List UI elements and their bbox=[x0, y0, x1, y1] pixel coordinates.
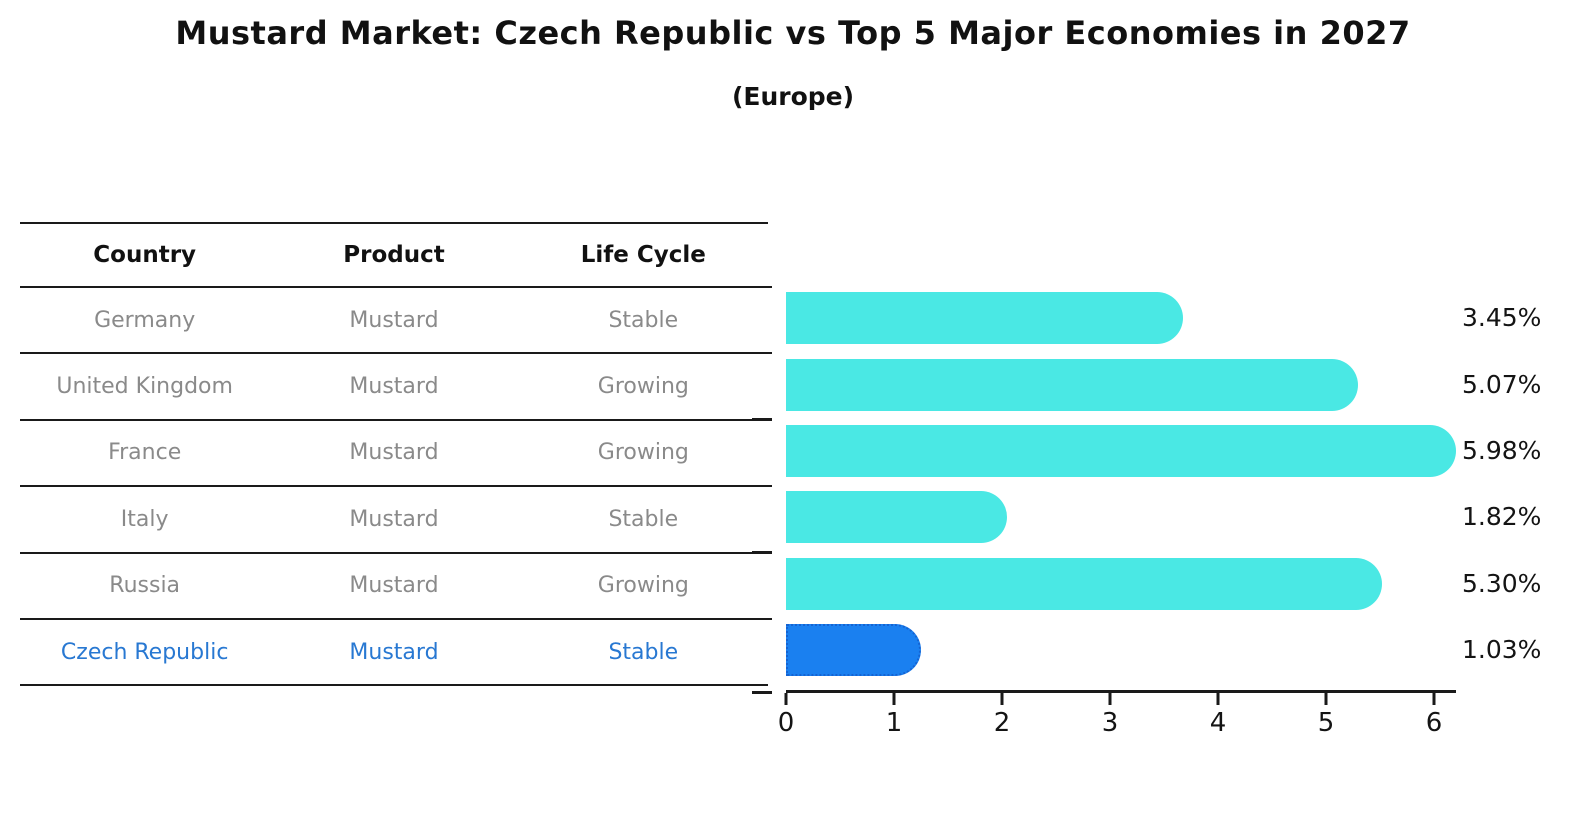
product-cell: Mustard bbox=[349, 440, 439, 466]
table-row: Russia Mustard Growing bbox=[20, 554, 768, 620]
lifecycle-cell: Stable bbox=[608, 506, 679, 532]
table-row: United Kingdom Mustard Growing bbox=[20, 354, 768, 421]
country-cell: Germany bbox=[94, 307, 196, 333]
x-axis-tick bbox=[1000, 693, 1004, 705]
percent-label: 1.82% bbox=[1462, 502, 1542, 532]
y-axis-tick bbox=[752, 418, 772, 421]
country-cell: Russia bbox=[109, 573, 181, 599]
bar-russia bbox=[786, 557, 1383, 610]
column-header-product: Product bbox=[343, 242, 445, 268]
column-header-country: Country bbox=[93, 242, 197, 268]
table-body: Germany Mustard Stable United Kingdom Mustar… bbox=[20, 288, 768, 687]
x-axis-line bbox=[786, 690, 1456, 693]
table-row: Italy Mustard Stable bbox=[20, 487, 768, 554]
country-cell: Italy bbox=[120, 506, 169, 532]
column-header-lifecycle: Life Cycle bbox=[580, 242, 706, 268]
y-axis-tick bbox=[752, 551, 772, 554]
y-axis-tick bbox=[752, 691, 772, 694]
product-cell: Mustard bbox=[349, 573, 439, 599]
x-axis-tick-label: 6 bbox=[1425, 708, 1443, 738]
lifecycle-cell: Stable bbox=[608, 307, 679, 333]
bar-czech-republic-highlighted bbox=[786, 624, 922, 677]
percent-label: 3.45% bbox=[1462, 303, 1542, 333]
country-table: Country Product Life Cycle Germany Mustar… bbox=[20, 222, 768, 687]
y-axis-tick bbox=[752, 285, 772, 288]
y-axis-tick bbox=[752, 351, 772, 355]
y-axis-tick bbox=[752, 484, 772, 488]
lifecycle-cell: Growing bbox=[597, 374, 689, 400]
x-axis-tick-label: 0 bbox=[777, 708, 795, 738]
bar-italy bbox=[786, 491, 1007, 544]
country-cell: France bbox=[108, 440, 182, 466]
chart-title: Mustard Market: Czech Republic vs Top 5 … bbox=[175, 14, 1411, 52]
country-cell: United Kingdom bbox=[56, 374, 233, 400]
x-axis-tick bbox=[1108, 693, 1112, 705]
country-cell: Czech Republic bbox=[60, 639, 229, 665]
x-axis-tick bbox=[1324, 693, 1328, 705]
percent-label: 5.98% bbox=[1462, 435, 1542, 465]
x-axis-tick bbox=[1216, 693, 1220, 705]
table-row: Czech Republic Mustard Stable bbox=[20, 620, 768, 687]
x-axis-tick-label: 5 bbox=[1317, 708, 1335, 738]
lifecycle-cell: Growing bbox=[597, 573, 689, 599]
x-axis-tick-label: 2 bbox=[993, 708, 1011, 738]
bar-germany bbox=[786, 292, 1183, 345]
lifecycle-cell: Stable bbox=[608, 639, 679, 665]
table-row: France Mustard Growing bbox=[20, 421, 768, 488]
y-axis-tick bbox=[752, 617, 772, 620]
bar-united-kingdom bbox=[786, 358, 1358, 411]
chart-subtitle: (Europe) bbox=[731, 82, 855, 111]
x-axis-tick-label: 4 bbox=[1209, 708, 1227, 738]
lifecycle-cell: Growing bbox=[597, 440, 689, 466]
product-cell: Mustard bbox=[349, 639, 439, 665]
product-cell: Mustard bbox=[349, 307, 439, 333]
x-axis-tick bbox=[784, 693, 788, 705]
x-axis-tick-label: 1 bbox=[885, 708, 903, 738]
product-cell: Mustard bbox=[349, 374, 439, 400]
percent-label: 5.07% bbox=[1462, 369, 1542, 399]
product-cell: Mustard bbox=[349, 506, 439, 532]
bar-france bbox=[786, 425, 1456, 477]
percent-label: 1.03% bbox=[1462, 635, 1542, 665]
x-axis-tick-label: 3 bbox=[1101, 708, 1119, 738]
table-row: Germany Mustard Stable bbox=[20, 288, 768, 355]
x-axis-tick bbox=[892, 693, 896, 705]
x-axis-tick bbox=[1432, 693, 1436, 705]
table-header-row: Country Product Life Cycle bbox=[20, 222, 768, 288]
percent-label: 5.30% bbox=[1462, 568, 1542, 598]
